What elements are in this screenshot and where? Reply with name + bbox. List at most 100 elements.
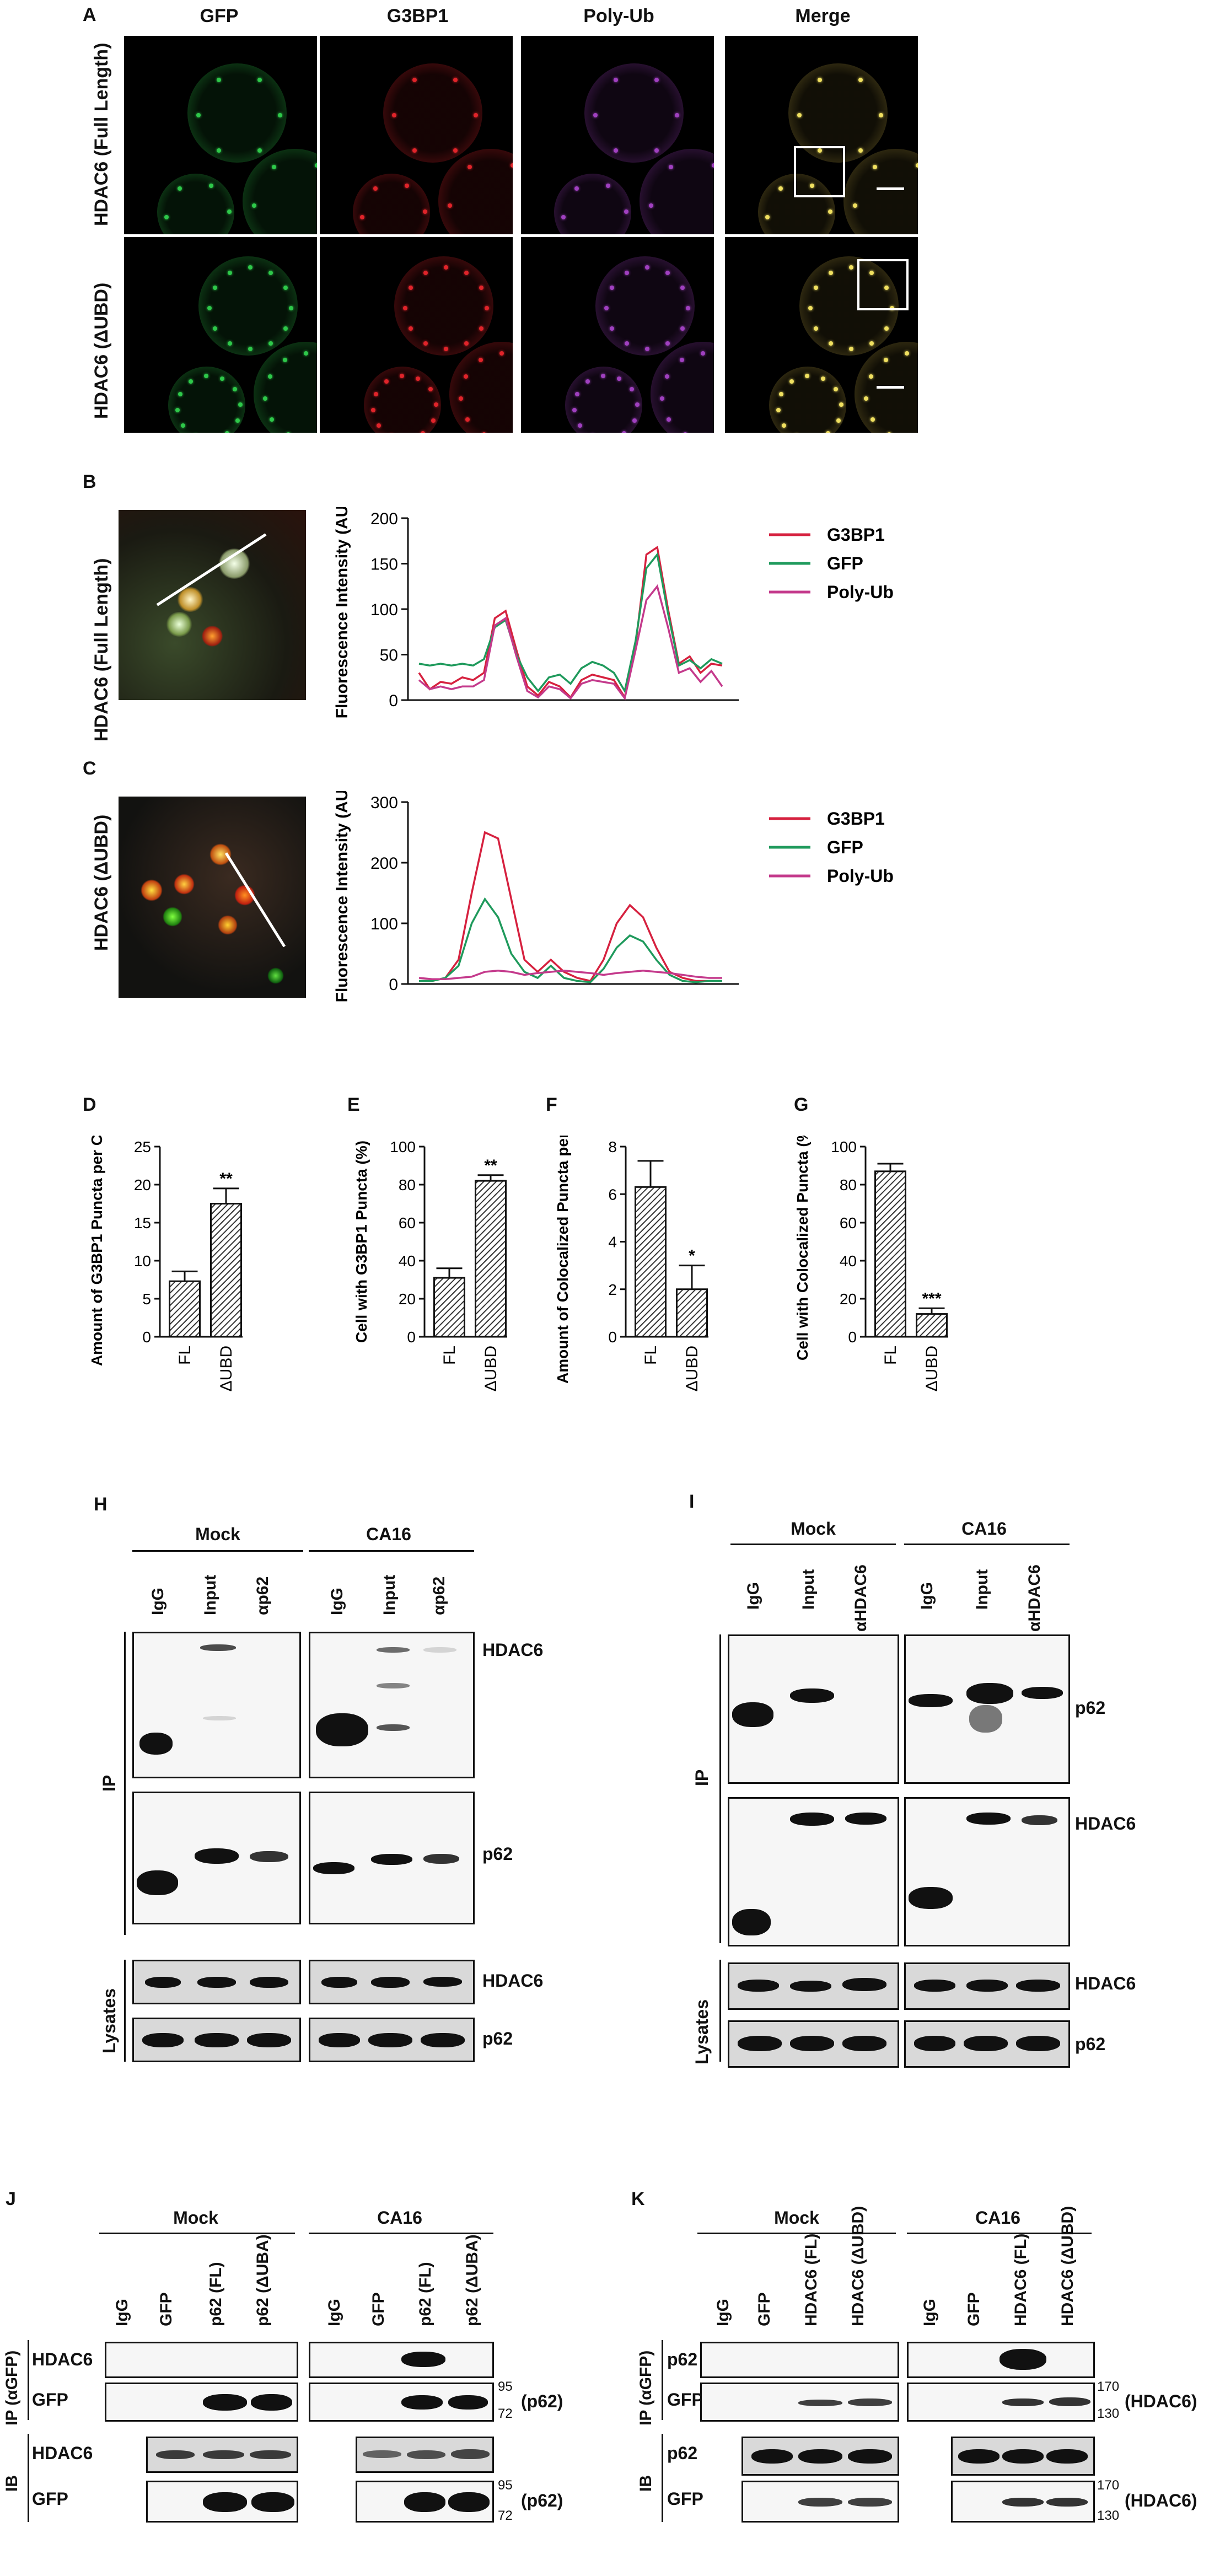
puncta bbox=[176, 587, 204, 612]
puncta bbox=[359, 215, 364, 220]
x-tick-label: FL bbox=[176, 1346, 194, 1365]
lane-label: p62 (FL) bbox=[416, 2262, 434, 2326]
side-label-ip-agfp: IP (αGFP) bbox=[637, 2350, 655, 2426]
ip-bracket bbox=[28, 2340, 29, 2420]
puncta bbox=[431, 418, 436, 423]
puncta bbox=[829, 271, 834, 276]
puncta bbox=[177, 186, 182, 191]
puncta bbox=[384, 379, 389, 384]
y-tick-label: 300 bbox=[370, 794, 398, 812]
y-tick-label: 40 bbox=[840, 1252, 857, 1270]
puncta bbox=[833, 386, 838, 391]
legend-label: Poly-Ub bbox=[827, 582, 894, 602]
group-underline bbox=[99, 2233, 295, 2234]
x-tick-label: ΔUBD bbox=[923, 1346, 941, 1391]
puncta bbox=[163, 907, 182, 927]
blot-h-ip-hdac6-mock bbox=[132, 1632, 301, 1778]
cell-outline bbox=[449, 342, 513, 433]
lysates-bracket bbox=[124, 1960, 126, 2062]
puncta bbox=[645, 265, 649, 270]
puncta bbox=[836, 418, 841, 423]
x-tick-label: ΔUBD bbox=[683, 1346, 701, 1391]
puncta bbox=[423, 271, 428, 276]
group-label-ca16: CA16 bbox=[961, 1519, 1007, 1539]
y-tick-label: 100 bbox=[390, 1138, 416, 1155]
puncta bbox=[765, 215, 770, 220]
blot-i-ip-p62-ca16 bbox=[904, 1634, 1070, 1784]
puncta bbox=[680, 286, 685, 291]
y-tick-label: 150 bbox=[370, 556, 398, 574]
lane-label: IgG bbox=[149, 1588, 167, 1615]
puncta bbox=[479, 326, 483, 331]
side-label-ip-agfp: IP (αGFP) bbox=[3, 2350, 21, 2426]
puncta bbox=[878, 113, 883, 117]
puncta bbox=[665, 271, 670, 276]
side-label-ip: IP bbox=[692, 1769, 712, 1786]
cell-outline bbox=[438, 149, 513, 234]
micrograph-panel bbox=[521, 237, 714, 433]
puncta bbox=[373, 392, 378, 397]
lane-label: p62 (ΔUBA) bbox=[254, 2234, 272, 2326]
puncta bbox=[853, 203, 858, 208]
lane-label: Input bbox=[380, 1574, 399, 1615]
puncta bbox=[423, 341, 428, 346]
significance-marker: * bbox=[689, 1247, 695, 1265]
puncta bbox=[248, 265, 252, 270]
micrograph-panel bbox=[725, 237, 918, 433]
puncta bbox=[283, 326, 288, 331]
puncta bbox=[869, 271, 874, 276]
puncta bbox=[804, 373, 809, 378]
lane-label: αHDAC6 bbox=[852, 1564, 870, 1632]
puncta bbox=[610, 286, 615, 291]
panel-letter-a: A bbox=[83, 4, 96, 25]
cell-outline bbox=[799, 256, 899, 356]
puncta bbox=[649, 203, 654, 208]
mw-marker: 130 bbox=[1097, 2406, 1120, 2421]
puncta bbox=[448, 203, 453, 208]
puncta bbox=[201, 626, 223, 647]
puncta bbox=[561, 215, 566, 220]
y-tick-label: 80 bbox=[399, 1176, 416, 1193]
y-axis-title: Fluorescence Intensity (AU) bbox=[333, 507, 351, 718]
puncta bbox=[464, 341, 469, 346]
puncta bbox=[175, 408, 180, 413]
y-tick-label: 50 bbox=[380, 647, 398, 665]
puncta bbox=[213, 286, 218, 291]
group-label-ca16: CA16 bbox=[377, 2208, 422, 2228]
micrograph-panel bbox=[124, 36, 317, 234]
puncta bbox=[668, 165, 673, 170]
puncta bbox=[225, 431, 230, 433]
bar bbox=[210, 1203, 242, 1338]
puncta bbox=[665, 341, 670, 346]
puncta bbox=[510, 163, 513, 168]
puncta bbox=[473, 113, 478, 117]
row-annotation: (HDAC6) bbox=[1125, 2491, 1197, 2510]
puncta bbox=[235, 418, 240, 423]
y-tick-label: 60 bbox=[840, 1214, 857, 1231]
y-tick-label: 0 bbox=[848, 1329, 857, 1346]
puncta bbox=[479, 286, 483, 291]
lane-label: HDAC6 (ΔUBD) bbox=[1058, 2206, 1077, 2326]
series-line bbox=[419, 897, 722, 983]
puncta bbox=[196, 113, 201, 117]
group-label-mock: Mock bbox=[173, 2208, 218, 2228]
puncta bbox=[818, 78, 823, 83]
scale-bar bbox=[877, 386, 904, 389]
puncta bbox=[181, 423, 186, 428]
panel-b-row-label: HDAC6 (Full Length) bbox=[91, 558, 112, 741]
puncta bbox=[283, 286, 288, 291]
lane-label: Input bbox=[201, 1574, 219, 1615]
puncta bbox=[849, 346, 853, 351]
puncta bbox=[674, 113, 679, 117]
puncta bbox=[629, 386, 634, 391]
puncta bbox=[213, 326, 218, 331]
lane-label: IgG bbox=[918, 1582, 936, 1610]
puncta bbox=[585, 379, 590, 384]
y-tick-label: 0 bbox=[389, 692, 398, 710]
puncta bbox=[915, 163, 918, 168]
y-axis-title: Amount of Colocalized Puncta per Cell bbox=[554, 1136, 571, 1384]
puncta bbox=[257, 148, 262, 153]
panel-b-zoom-image bbox=[119, 510, 306, 700]
blot-h-ip-p62-mock bbox=[132, 1792, 301, 1924]
puncta bbox=[268, 271, 273, 276]
